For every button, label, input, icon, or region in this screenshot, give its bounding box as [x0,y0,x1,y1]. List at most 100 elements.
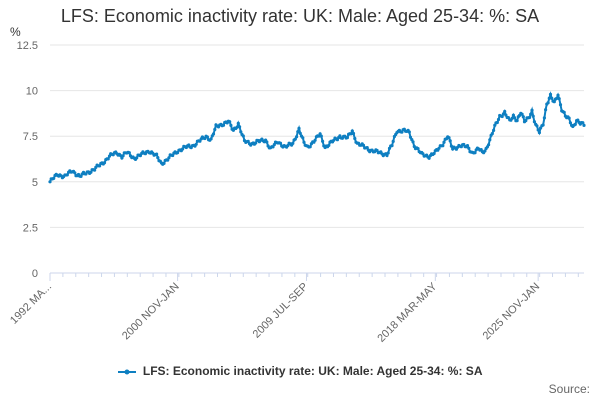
data-point[interactable] [319,134,323,138]
data-point[interactable] [567,116,571,120]
data-point[interactable] [295,135,299,139]
data-point[interactable] [350,129,354,133]
data-point[interactable] [156,156,160,160]
data-point[interactable] [511,113,515,117]
data-point[interactable] [541,123,545,127]
data-point[interactable] [391,139,395,143]
data-point[interactable] [400,130,404,134]
data-point[interactable] [246,139,250,143]
data-point[interactable] [416,147,420,151]
data-point[interactable] [155,152,159,156]
data-point[interactable] [531,114,535,118]
data-point[interactable] [427,156,431,160]
data-point[interactable] [537,131,542,135]
data-point[interactable] [239,130,243,134]
data-point[interactable] [520,112,524,116]
data-point[interactable] [235,125,239,129]
data-point[interactable] [265,140,269,144]
data-point[interactable] [351,131,356,136]
data-point[interactable] [529,112,533,116]
data-point[interactable] [503,109,507,114]
data-point[interactable] [229,123,233,127]
data-point[interactable] [490,132,494,136]
data-point[interactable] [241,134,245,138]
data-point[interactable] [321,139,325,143]
data-point[interactable] [488,138,492,142]
data-point[interactable] [548,92,553,96]
data-point[interactable] [302,140,306,144]
data-point[interactable] [581,121,585,125]
data-point[interactable] [447,136,451,140]
data-point[interactable] [327,143,331,147]
data-point[interactable] [432,151,436,156]
data-point[interactable] [89,170,93,174]
data-point[interactable] [254,141,258,145]
data-point[interactable] [487,143,491,147]
data-point[interactable] [79,174,83,178]
data-point[interactable] [353,136,357,141]
data-point[interactable] [556,93,560,97]
data-point[interactable] [555,96,559,100]
data-point[interactable] [221,123,226,127]
legend[interactable]: LFS: Economic inactivity rate: UK: Male:… [0,364,600,378]
data-point[interactable] [558,103,563,107]
data-point[interactable] [385,153,389,158]
data-point[interactable] [562,110,566,114]
data-point[interactable] [73,171,77,175]
data-point[interactable] [345,136,349,140]
data-point[interactable] [515,119,519,123]
data-point[interactable] [121,154,125,158]
data-point[interactable] [542,116,547,120]
data-point[interactable] [500,114,504,119]
data-point[interactable] [106,157,110,161]
data-point[interactable] [496,117,501,122]
data-point[interactable] [272,143,276,147]
data-point[interactable] [296,130,300,134]
data-point[interactable] [510,116,514,120]
data-point[interactable] [544,108,548,112]
data-point[interactable] [504,113,508,117]
data-point[interactable] [441,144,445,148]
data-point[interactable] [573,122,577,126]
data-point[interactable] [582,123,586,127]
data-point[interactable] [467,146,471,150]
data-point[interactable] [301,136,305,140]
data-point[interactable] [557,97,561,101]
data-point[interactable] [52,176,56,180]
data-point[interactable] [349,132,353,136]
data-point[interactable] [513,116,517,120]
data-point[interactable] [48,180,52,184]
data-point[interactable] [65,173,69,177]
data-point[interactable] [102,161,107,165]
data-point[interactable] [546,101,550,105]
data-point[interactable] [547,96,551,100]
data-point[interactable] [407,130,411,134]
data-point[interactable] [194,142,198,146]
data-point[interactable] [119,154,123,158]
data-point[interactable] [386,151,390,155]
data-point[interactable] [205,135,209,139]
data-point[interactable] [437,146,441,150]
data-point[interactable] [568,121,573,125]
data-point[interactable] [483,149,487,153]
data-point[interactable] [209,137,213,141]
data-point[interactable] [390,144,394,148]
data-point[interactable] [238,125,242,129]
data-point[interactable] [552,100,556,104]
data-point[interactable] [291,141,295,145]
data-point[interactable] [536,128,540,132]
data-point[interactable] [527,115,532,120]
data-point[interactable] [167,156,171,160]
data-point[interactable] [171,153,175,158]
data-point[interactable] [176,151,180,155]
data-point[interactable] [473,151,477,155]
data-point[interactable] [308,145,312,149]
data-point[interactable] [181,147,185,151]
data-point[interactable] [465,144,470,148]
data-point[interactable] [411,140,415,144]
data-point[interactable] [107,154,112,158]
data-point[interactable] [448,139,452,143]
data-point[interactable] [211,132,216,136]
data-point[interactable] [492,128,496,132]
data-point[interactable] [530,108,534,112]
